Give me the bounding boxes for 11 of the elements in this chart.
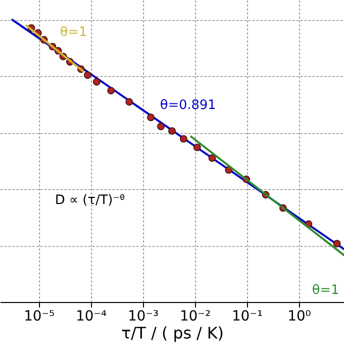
x-tick-label: 10⁻² [180,308,211,324]
x-axis-title: τ/T / ( ps / K) [121,324,224,342]
annotation: D ∝ (τ/T)⁻ᶿ [55,193,126,208]
annotation: θ=0.891 [160,98,216,113]
x-tick-label: 10⁻¹ [232,308,263,324]
annotation: θ=1 [60,25,88,40]
x-tick-label: 10⁻⁴ [76,308,108,324]
x-tick-label: 10⁻⁵ [24,308,55,324]
annotation: θ=1 [312,283,340,298]
x-tick-label: 10⁰ [288,308,312,324]
x-tick-label: 10⁻³ [128,308,159,324]
